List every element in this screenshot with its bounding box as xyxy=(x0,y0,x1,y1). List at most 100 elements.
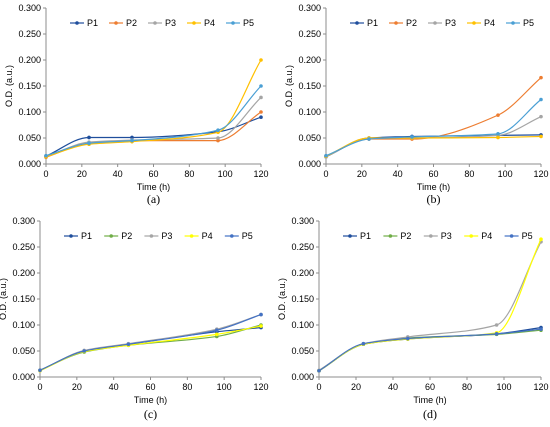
legend-label-p1: P1 xyxy=(360,231,371,241)
legend-marker-p4 xyxy=(469,234,474,238)
y-tick-label: 0.100 xyxy=(291,320,314,330)
series-line-p2 xyxy=(325,77,542,157)
legend-label-p3: P3 xyxy=(441,231,452,241)
data-point-p5 xyxy=(539,97,543,102)
y-tick-label: 0.300 xyxy=(291,216,314,226)
data-point-p2 xyxy=(216,138,220,143)
data-point-p5 xyxy=(539,327,543,331)
x-tick-label: 100 xyxy=(496,382,511,392)
series-line-p4 xyxy=(45,59,262,158)
legend-marker-p1 xyxy=(355,21,359,25)
series-line-p2 xyxy=(39,324,262,371)
data-point-p5 xyxy=(44,153,48,158)
y-tick-label: 0.150 xyxy=(298,81,321,91)
legend-label-p4: P4 xyxy=(484,18,495,28)
data-point-p1 xyxy=(130,135,134,140)
y-tick-label: 0.200 xyxy=(12,268,35,278)
data-point-p5 xyxy=(324,153,328,158)
y-tick-label: 0.050 xyxy=(298,133,321,143)
data-point-p2 xyxy=(259,110,263,114)
legend-marker-p3 xyxy=(153,21,157,25)
data-point-p1 xyxy=(87,135,91,140)
legend-label-p5: P5 xyxy=(243,18,254,28)
legend-marker-p4 xyxy=(189,234,194,238)
x-tick-label: 80 xyxy=(184,169,194,179)
y-tick-label: 0.250 xyxy=(12,242,35,252)
legend-marker-p2 xyxy=(388,234,393,238)
data-point-p2 xyxy=(539,75,543,80)
x-tick-label: 100 xyxy=(217,382,232,392)
x-tick-label: 20 xyxy=(72,382,82,392)
series-line-p4 xyxy=(318,238,542,372)
legend-marker-p5 xyxy=(231,21,235,25)
data-point-p4 xyxy=(539,134,543,139)
legend-label-p5: P5 xyxy=(523,18,534,28)
data-point-p1 xyxy=(259,115,263,119)
legend-label-p2: P2 xyxy=(406,18,417,28)
y-tick-label: 0.250 xyxy=(298,29,321,39)
y-tick-label: 0.200 xyxy=(18,55,41,65)
legend-label-p3: P3 xyxy=(161,231,172,241)
chart-panel-2: 0.000 0.050 0.100 0.150 0.200 0.250 0.300 0 20 40… xyxy=(284,3,549,206)
x-tick-label: 120 xyxy=(253,169,268,179)
x-axis-label: Time (h) xyxy=(134,395,167,405)
legend-label-p2: P2 xyxy=(126,18,137,28)
x-tick-label: 60 xyxy=(428,169,438,179)
x-tick-label: 120 xyxy=(533,382,548,392)
y-tick-label: 0.000 xyxy=(18,159,41,169)
x-tick-label: 60 xyxy=(145,382,155,392)
legend-marker-p4 xyxy=(472,21,476,25)
legend-marker-p2 xyxy=(109,234,113,238)
x-tick-label: 20 xyxy=(357,169,367,179)
legend-label-p5: P5 xyxy=(242,231,253,241)
x-tick-label: 120 xyxy=(533,169,548,179)
legend-marker-p1 xyxy=(75,21,79,25)
x-tick-label: 100 xyxy=(498,169,513,179)
series-line-p4 xyxy=(325,135,542,157)
x-tick-label: 0 xyxy=(37,382,42,392)
y-tick-label: 0.200 xyxy=(298,55,321,65)
x-tick-label: 80 xyxy=(462,382,472,392)
chart-panel-3: 0.000 0.050 0.100 0.150 0.200 0.250 0.300 0 20 40… xyxy=(0,216,269,421)
data-point-p5 xyxy=(494,332,499,336)
y-axis-label: O.D. (a.u.) xyxy=(0,278,8,320)
y-tick-label: 0.000 xyxy=(298,159,321,169)
legend-label-p2: P2 xyxy=(400,231,411,241)
data-point-p5 xyxy=(496,132,500,136)
chart-panel-1: 0.000 0.050 0.100 0.150 0.200 0.250 0.300 0 20 40… xyxy=(4,3,269,206)
series-line-p2 xyxy=(318,329,542,372)
panel-caption: (a) xyxy=(147,192,160,206)
legend-label-p4: P4 xyxy=(481,231,492,241)
series-line-p2 xyxy=(45,111,262,158)
x-tick-label: 40 xyxy=(113,169,123,179)
y-tick-label: 0.050 xyxy=(18,133,41,143)
data-point-p4 xyxy=(259,58,263,62)
legend-marker-p5 xyxy=(509,234,514,238)
data-point-p5 xyxy=(215,328,219,333)
data-point-p5 xyxy=(259,312,263,317)
series-line-p3 xyxy=(318,241,542,371)
data-point-p4 xyxy=(496,135,500,140)
y-tick-label: 0.300 xyxy=(298,3,321,13)
x-tick-label: 120 xyxy=(253,382,268,392)
legend-label-p5: P5 xyxy=(522,231,533,241)
series-line-p3 xyxy=(45,97,262,158)
x-tick-label: 60 xyxy=(425,382,435,392)
legend-marker-p1 xyxy=(69,234,73,238)
data-point-p5 xyxy=(317,368,321,373)
data-point-p5 xyxy=(126,342,131,347)
y-tick-label: 0.150 xyxy=(12,294,35,304)
data-point-p5 xyxy=(410,135,414,139)
data-point-p3 xyxy=(259,95,263,100)
data-point-p5 xyxy=(82,349,86,353)
y-tick-label: 0.150 xyxy=(291,294,314,304)
x-axis-label: Time (h) xyxy=(137,182,170,192)
legend-marker-p3 xyxy=(429,234,433,238)
data-point-p4 xyxy=(215,332,219,337)
y-tick-label: 0.250 xyxy=(18,29,41,39)
x-tick-label: 80 xyxy=(464,169,474,179)
legend-marker-p4 xyxy=(192,21,196,25)
y-tick-label: 0.050 xyxy=(291,346,314,356)
y-axis-label: O.D. (a.u.) xyxy=(4,65,14,107)
